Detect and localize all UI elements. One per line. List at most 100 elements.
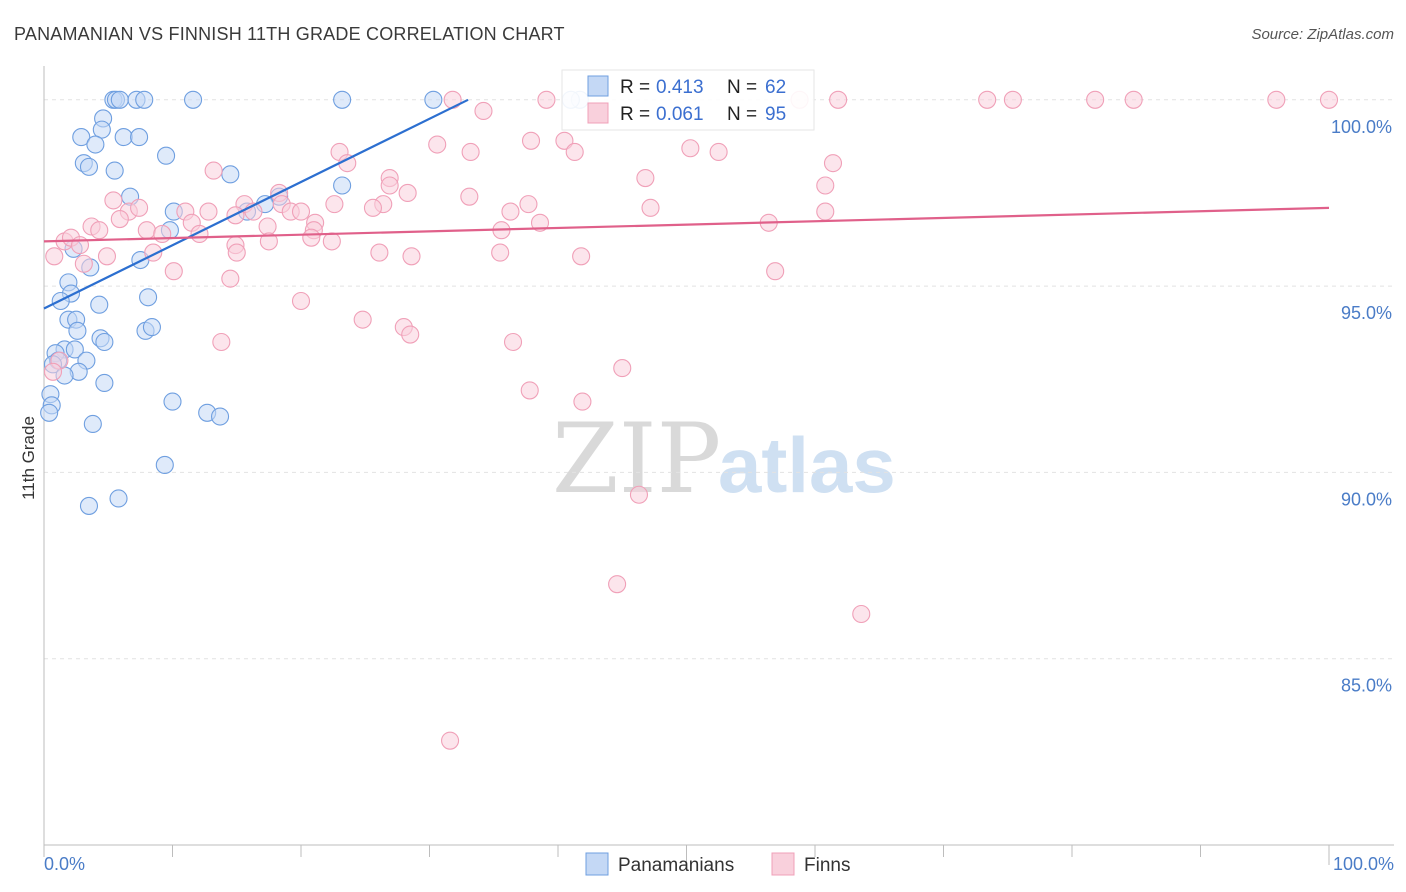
panamanian-point-37 — [68, 321, 87, 340]
finn-point-25 — [816, 176, 835, 195]
finn-point-38 — [291, 202, 311, 221]
finn-point-15 — [565, 142, 584, 162]
series-legend-label-panamanians: Panamanians — [618, 855, 734, 876]
finn-point-78 — [291, 291, 311, 311]
finn-point-53 — [70, 236, 90, 255]
legend-n-value-1: 62 — [765, 77, 786, 98]
finn-point-14 — [428, 135, 447, 154]
series-legend-swatch-finns — [771, 852, 795, 876]
finn-point-10 — [474, 101, 493, 121]
finn-point-44 — [130, 198, 149, 217]
legend-swatch-panamanians — [587, 75, 609, 97]
panamanian-point-20 — [333, 176, 352, 195]
finn-point-0 — [443, 90, 462, 109]
chart-source: Source: ZipAtlas.com — [1251, 26, 1394, 43]
x-tick-label-left: 0.0% — [44, 854, 85, 874]
finn-point-17 — [709, 142, 728, 162]
axes — [43, 66, 1394, 846]
legend-n-label-1: N = — [727, 77, 757, 98]
x-tick-label-right: 100.0% — [1333, 854, 1394, 874]
finn-point-91 — [852, 604, 871, 624]
finn-point-32 — [519, 195, 538, 214]
finn-point-60 — [259, 232, 278, 251]
panamanian-point-10 — [92, 120, 111, 139]
finn-point-86 — [613, 359, 632, 378]
panamanian-point-41 — [95, 332, 114, 352]
finn-point-65 — [45, 247, 64, 266]
panamanian-point-12 — [114, 128, 133, 147]
panamanian-point-6 — [333, 90, 352, 109]
panamanian-point-53 — [163, 392, 182, 411]
finn-point-81 — [212, 332, 231, 352]
finn-point-42 — [104, 191, 123, 210]
panamanian-trend-line — [43, 98, 469, 310]
panamanian-point-2 — [110, 90, 129, 109]
series-legend-swatch-panamanians — [585, 852, 609, 876]
finn-point-46 — [199, 202, 218, 221]
finn-point-70 — [221, 269, 240, 288]
finn-point-82 — [401, 325, 420, 344]
finn-point-75 — [572, 247, 591, 266]
finn-point-74 — [491, 243, 510, 262]
panamanian-point-57 — [83, 414, 102, 434]
finn-point-12 — [521, 131, 541, 150]
finn-point-31 — [501, 202, 520, 221]
finn-point-16 — [681, 139, 700, 158]
finn-point-89 — [629, 485, 649, 504]
y-axis-label: 11th Grade — [19, 416, 38, 500]
finn-point-92 — [441, 731, 460, 750]
finn-point-24 — [823, 154, 843, 173]
panamanian-point-19 — [221, 165, 240, 184]
finn-point-90 — [608, 575, 627, 594]
finn-point-9 — [1319, 90, 1339, 109]
finn-point-1 — [537, 90, 556, 109]
panamanian-point-7 — [424, 90, 443, 109]
series-legend: Panamanians Finns — [585, 852, 850, 876]
finn-point-62 — [322, 232, 341, 251]
y-tick-label-3: 85.0% — [1341, 676, 1392, 696]
panamanian-point-34 — [139, 288, 158, 307]
finn-trend-line — [43, 206, 1330, 243]
finn-point-11 — [461, 142, 480, 162]
series-legend-label-finns: Finns — [804, 855, 850, 876]
panamanian-point-17 — [105, 161, 124, 180]
chart-title: PANAMANIAN VS FINNISH 11TH GRADE CORRELA… — [14, 24, 565, 44]
finn-point-4 — [978, 90, 997, 109]
finn-point-23 — [636, 169, 655, 188]
finn-point-85 — [43, 362, 63, 381]
panamanian-point-5 — [184, 90, 203, 109]
watermark-atlas: atlas — [718, 421, 896, 509]
finn-point-61 — [302, 228, 321, 247]
finn-point-66 — [74, 254, 93, 273]
finn-point-87 — [520, 381, 539, 400]
finn-point-40 — [363, 198, 383, 217]
stats-legend: R = 0.413 N = 62 R = 0.061 N = 95 — [561, 69, 815, 131]
finn-point-20 — [204, 161, 223, 180]
finn-point-50 — [90, 221, 109, 240]
finn-point-55 — [137, 221, 156, 240]
panamanian-point-39 — [142, 318, 161, 337]
panamanian-point-60 — [79, 496, 99, 515]
gridlines — [44, 99, 1394, 660]
watermark: ZIP atlas — [552, 403, 896, 515]
panamanian-point-43 — [65, 340, 84, 359]
finn-point-79 — [353, 310, 372, 329]
panamanian-point-13 — [130, 128, 149, 147]
panamanian-point-50 — [95, 373, 114, 393]
finn-point-93 — [816, 202, 835, 221]
finn-point-33 — [641, 198, 660, 217]
finn-point-54 — [110, 209, 129, 229]
x-ticks — [43, 845, 1330, 865]
legend-r-label-2: R = — [620, 104, 650, 125]
panamanian-point-58 — [155, 455, 174, 475]
legend-r-value-2: 0.061 — [656, 104, 704, 125]
finn-point-72 — [370, 243, 389, 262]
panamanian-point-14 — [86, 135, 105, 154]
finn-point-88 — [573, 392, 592, 411]
finn-point-3 — [829, 90, 848, 109]
panamanian-point-56 — [210, 407, 230, 426]
y-tick-label-0: 100.0% — [1331, 117, 1392, 137]
legend-n-value-2: 95 — [765, 104, 786, 125]
panamanian-point-4 — [135, 90, 154, 109]
